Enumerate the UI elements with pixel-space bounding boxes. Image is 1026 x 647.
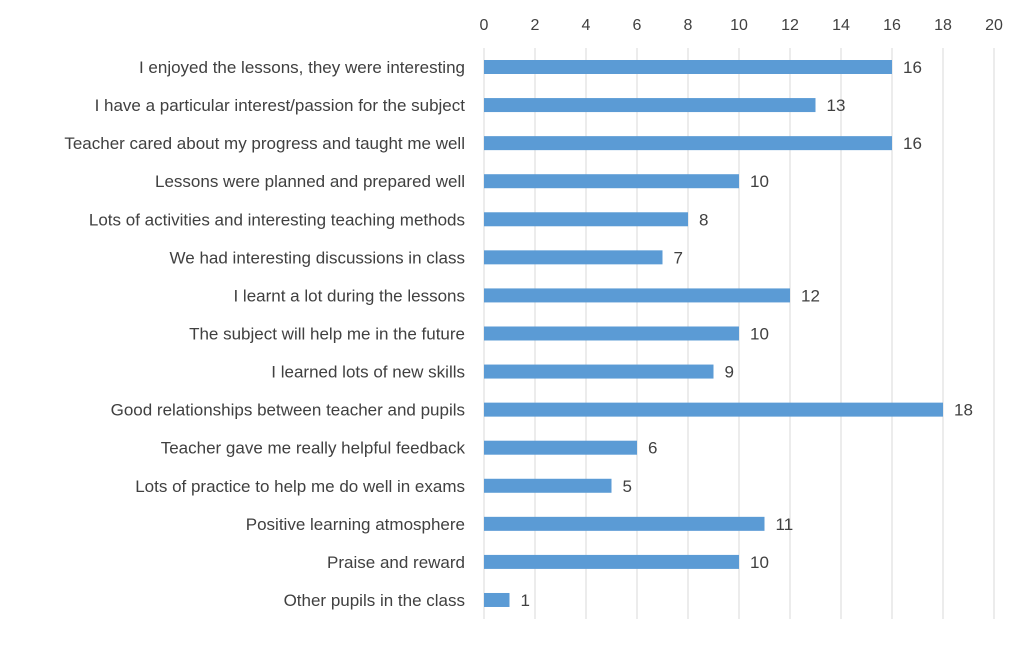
x-axis-ticks: 0 2 4 6 8 10 12 14 16 18 20 [480,17,1003,34]
x-tick-label: 4 [582,17,591,34]
data-label: 18 [954,401,973,420]
category-label: Lessons were planned and prepared well [155,172,465,191]
category-label: Lots of activities and interesting teach… [89,210,465,229]
bar [484,440,637,455]
bar [484,250,663,265]
bar [484,136,892,151]
category-label: Positive learning atmosphere [246,515,465,534]
bar [484,554,739,569]
category-label: Good relationships between teacher and p… [111,401,465,420]
category-label: I enjoyed the lessons, they were interes… [139,58,465,77]
data-label: 11 [776,515,794,534]
bar [484,212,688,227]
bar [484,364,714,379]
category-label: Teacher gave me really helpful feedback [161,439,466,458]
bar [484,288,790,303]
x-tick-label: 6 [633,17,642,34]
category-label: I learnt a lot during the lessons [233,286,465,305]
x-tick-label: 2 [531,17,540,34]
data-label: 8 [699,210,708,229]
x-tick-label: 18 [934,17,952,34]
bars [484,60,943,607]
x-tick-label: 8 [684,17,693,34]
data-label: 13 [827,96,846,115]
category-label: Other pupils in the class [284,591,465,610]
data-label: 6 [648,439,657,458]
bar [484,592,510,607]
data-label: 10 [750,172,769,191]
data-label: 10 [750,553,769,572]
data-label: 12 [801,286,820,305]
bar [484,174,739,189]
category-label: Lots of practice to help me do well in e… [135,477,465,496]
data-label: 16 [903,58,922,77]
x-tick-label: 0 [480,17,489,34]
bar [484,516,765,531]
bar [484,478,612,493]
x-tick-label: 16 [883,17,901,34]
data-label: 5 [623,477,632,496]
category-label: We had interesting discussions in class [170,248,465,267]
data-label: 10 [750,324,769,343]
bar [484,326,739,341]
category-label: Teacher cared about my progress and taug… [64,134,465,153]
data-label: 1 [521,591,530,610]
x-tick-label: 20 [985,17,1003,34]
bar [484,98,816,113]
category-label: Praise and reward [327,553,465,572]
category-label: I learned lots of new skills [271,363,465,382]
data-label: 7 [674,248,683,267]
x-tick-label: 12 [781,17,799,34]
x-tick-label: 14 [832,17,850,34]
bar [484,402,943,417]
category-label: I have a particular interest/passion for… [95,96,466,115]
data-label: 9 [725,363,734,382]
bar [484,60,892,74]
category-label: The subject will help me in the future [189,324,465,343]
data-labels: 16 13 16 10 87 12 10 9 18 65 11 10 1 [521,58,973,610]
x-tick-label: 10 [730,17,748,34]
category-labels: I enjoyed the lessons, they were interes… [64,58,465,610]
data-label: 16 [903,134,922,153]
